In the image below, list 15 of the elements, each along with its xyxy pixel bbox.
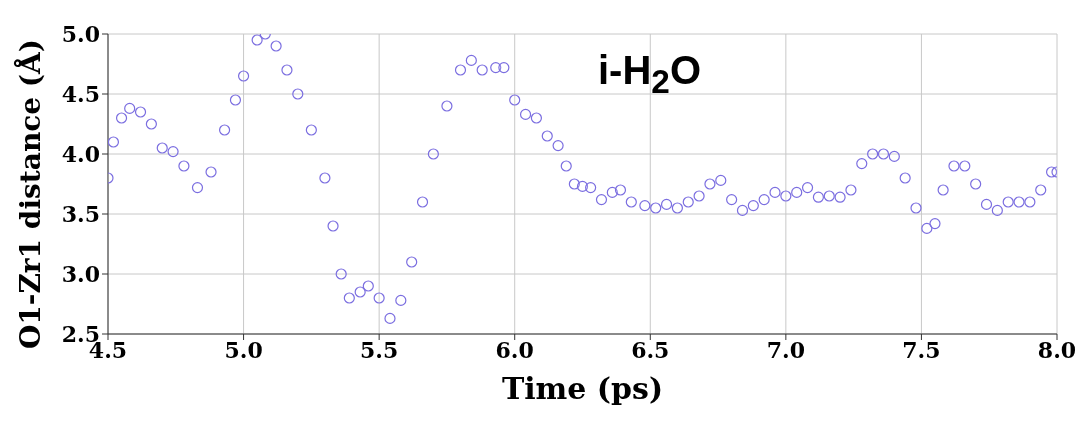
x-tick-label: 5.5: [360, 336, 399, 363]
x-tick-label: 5.0: [224, 336, 263, 363]
x-tick-label: 6.0: [495, 336, 534, 363]
x-tick-label: 6.5: [631, 336, 670, 363]
annotation: i-H$_{2}$O: [598, 48, 701, 101]
x-axis-title: Time (ps): [500, 370, 665, 408]
y-axis-title: O1-Zr1 distance (Å): [13, 37, 48, 352]
y-tick-label: 4.5: [61, 80, 100, 107]
y-tick-label: 3.5: [61, 200, 100, 227]
x-tick-label: 7.0: [766, 336, 805, 363]
y-tick-label: 3.0: [61, 260, 100, 287]
x-tick-label: 8.0: [1037, 336, 1077, 363]
x-tick-label: 7.5: [902, 336, 941, 363]
y-tick-label: 5.0: [61, 20, 100, 47]
y-tick-label: 4.0: [61, 140, 100, 167]
